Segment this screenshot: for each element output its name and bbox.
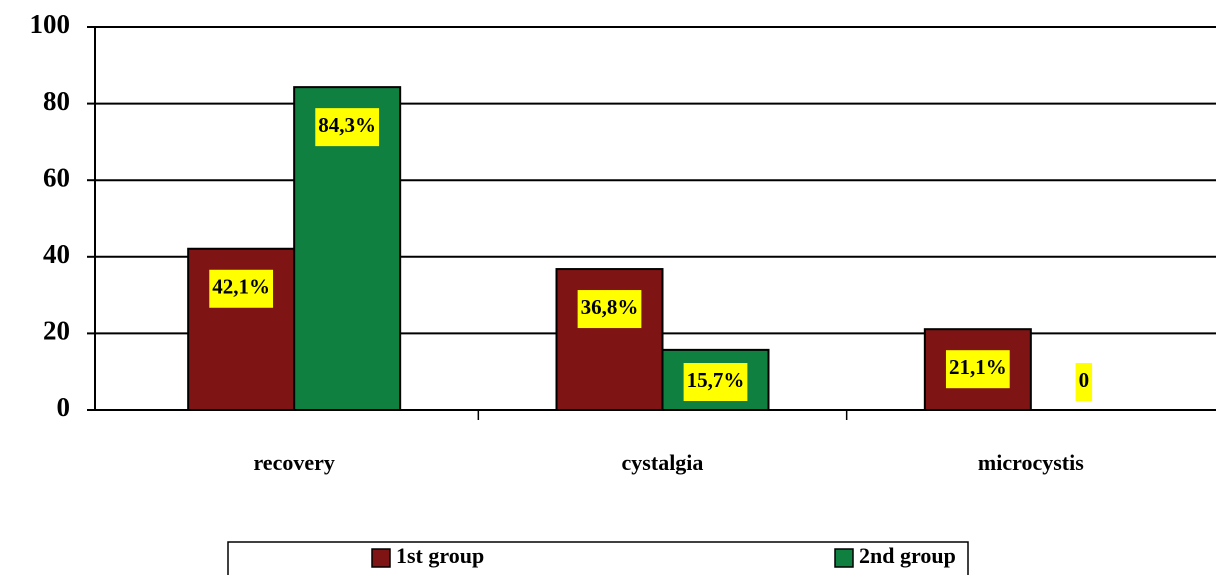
y-tick-label: 80 [43,86,70,116]
value-label-bg [945,350,1010,389]
x-tick-label: cystalgia [622,450,704,475]
legend-swatch [371,548,391,568]
y-tick-label: 60 [43,162,70,192]
value-label: 84,3% [318,113,376,137]
value-label: 42,1% [212,275,270,299]
value-label: 15,7% [687,368,745,392]
y-tick-label: 0 [57,392,71,422]
legend-label: 2nd group [859,543,956,568]
x-tick-label: microcystis [978,450,1084,475]
value-label: 36,8% [581,295,639,319]
legend-box [227,541,969,575]
x-tick-label: recovery [253,450,334,475]
value-label-bg [209,269,274,308]
y-tick-label: 100 [30,9,71,39]
value-label-bg [1075,363,1093,401]
value-label: 21,1% [949,355,1007,379]
legend-label: 1st group [396,543,484,568]
value-label-bg [315,108,380,147]
legend-swatch [834,548,854,568]
y-tick-label: 20 [43,316,70,346]
value-label: 0 [1079,368,1090,392]
value-label-bg [683,363,748,401]
value-label-bg [577,290,642,329]
y-tick-label: 40 [43,239,70,269]
